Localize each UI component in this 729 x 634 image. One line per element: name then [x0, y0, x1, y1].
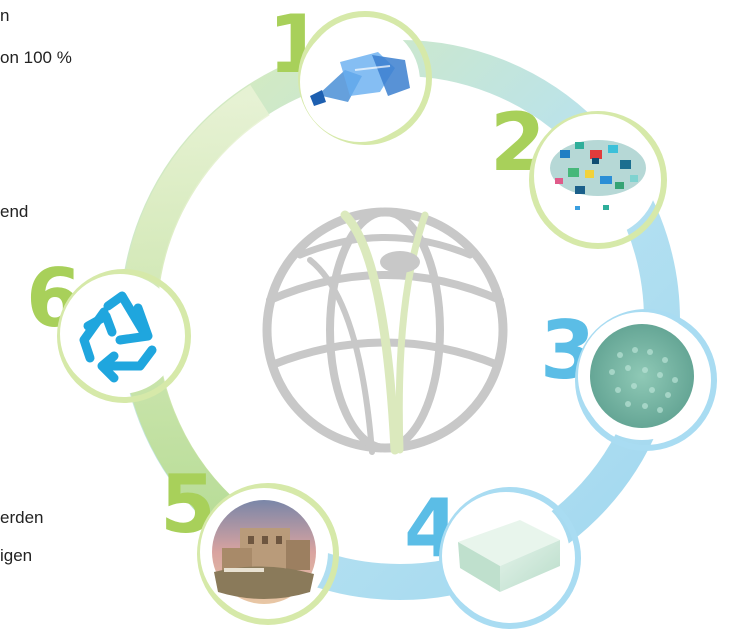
plastic-bottles-photo: [310, 52, 410, 106]
text-fragment-mid: end: [0, 202, 29, 221]
recycle-icon: [79, 291, 157, 383]
text-fragment-bottom-1: erden: [0, 508, 44, 527]
text-fragment-top-2: on 100 %: [0, 48, 72, 67]
step-4: 4: [404, 482, 581, 629]
step-6: 6: [26, 252, 191, 403]
step-2: 2: [490, 96, 667, 249]
building-site-photo: [212, 500, 316, 604]
plastic-flakes-photo: [550, 140, 646, 210]
foam-block-photo: [458, 520, 560, 592]
step-1: 1: [268, 0, 432, 145]
step-5: 5: [160, 458, 339, 625]
plastic-pellets-photo: [590, 324, 694, 428]
step-3: 3: [540, 304, 717, 451]
text-fragment-bottom-2: igen: [0, 546, 33, 565]
globe-icon: [262, 207, 508, 455]
text-fragment-top-1: n: [0, 6, 10, 25]
